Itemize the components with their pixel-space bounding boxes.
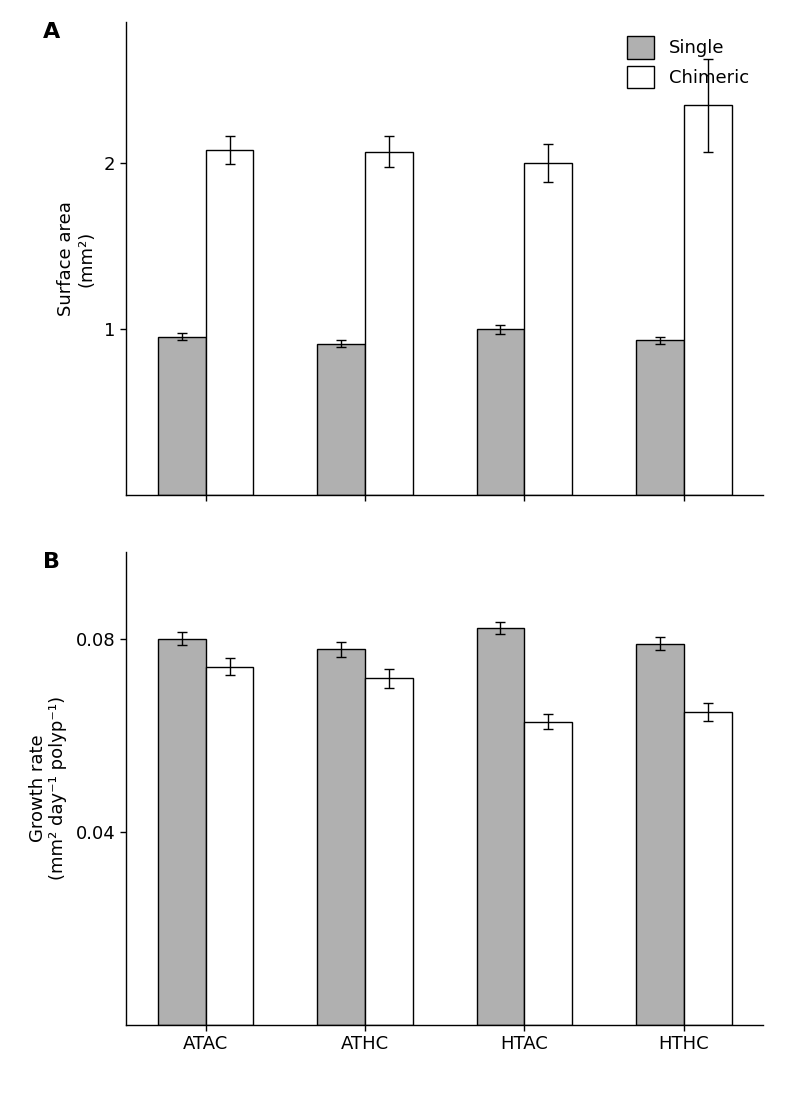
Y-axis label: Surface area
(mm²): Surface area (mm²) [57, 202, 96, 316]
Bar [684, 712, 732, 1025]
Bar [205, 150, 253, 495]
Bar [524, 163, 572, 495]
Bar [205, 667, 253, 1025]
Bar [524, 722, 572, 1025]
Bar [157, 639, 205, 1025]
Bar [157, 336, 205, 495]
Legend: Single, Chimeric: Single, Chimeric [622, 31, 755, 94]
Text: A: A [43, 22, 61, 42]
Bar [636, 644, 684, 1025]
Bar [477, 628, 524, 1025]
Bar [365, 151, 412, 495]
Bar [477, 329, 524, 495]
Bar [317, 344, 365, 495]
Bar [684, 105, 732, 495]
Bar [636, 341, 684, 495]
Bar [365, 679, 412, 1025]
Y-axis label: Growth rate
(mm² day⁻¹ polyp⁻¹): Growth rate (mm² day⁻¹ polyp⁻¹) [28, 696, 68, 880]
Text: B: B [43, 552, 60, 572]
Bar [317, 649, 365, 1025]
